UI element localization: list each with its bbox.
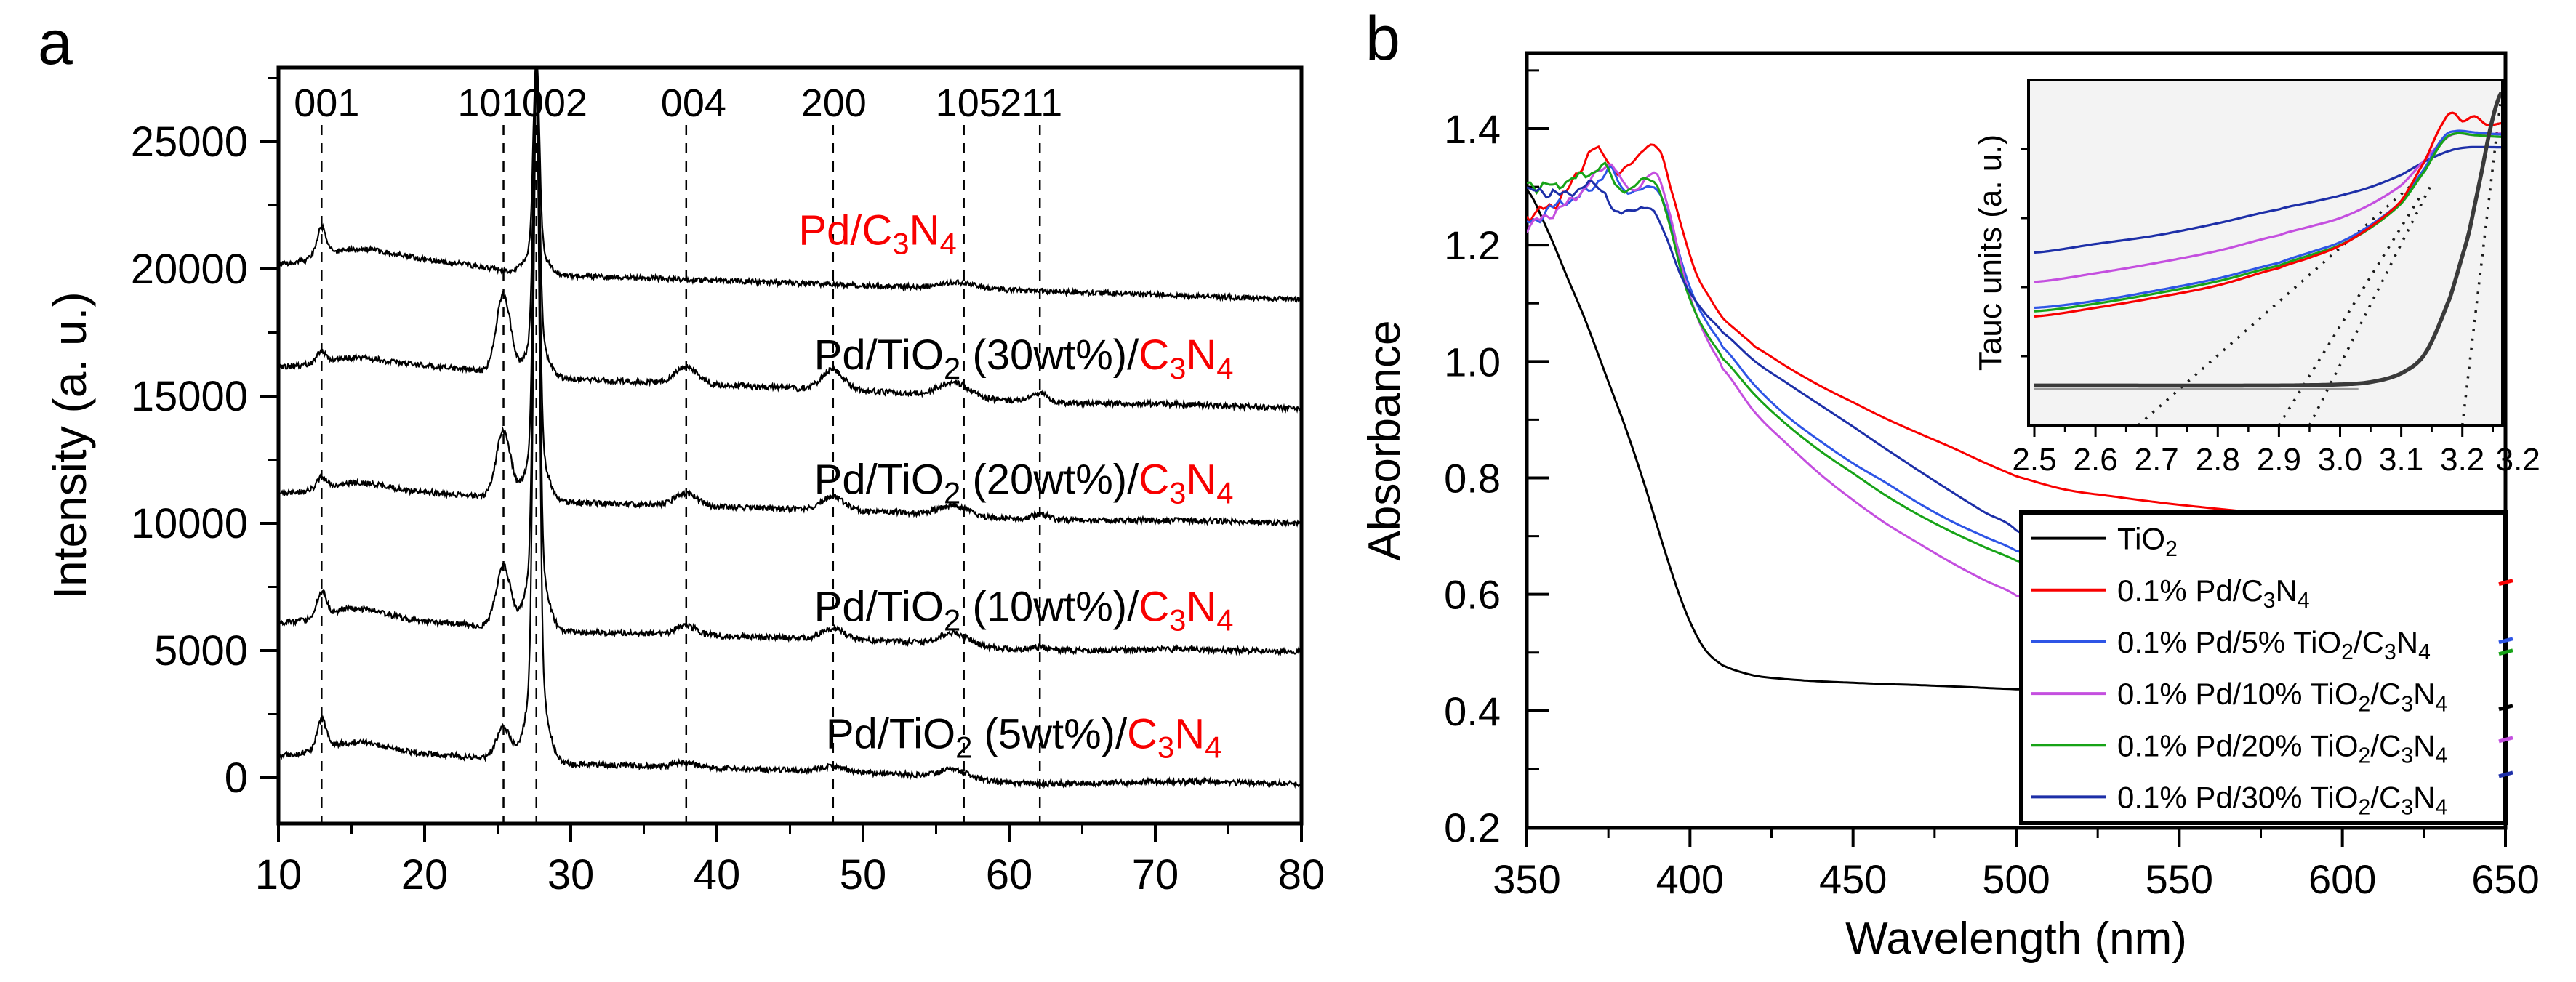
xrd-curve <box>278 68 1301 303</box>
inset-xtick-label: 2.5 <box>2012 442 2056 478</box>
miller-index-label: 200 <box>801 81 867 125</box>
inset-ylabel: Tauc units (a. u.) <box>1973 134 2008 371</box>
inset-ylabel-group: Tauc units (a. u.) <box>1973 134 2008 371</box>
panel-b-xtick-label: 450 <box>1819 856 1887 902</box>
inset-xtick-label: 2.8 <box>2196 442 2240 478</box>
inset-extra-xtick-label: 3.2 <box>2496 442 2540 478</box>
inset-curve <box>2034 91 2503 388</box>
uvvis-curve-end-marker <box>2498 637 2513 645</box>
panel-a-xtick-label: 50 <box>840 851 887 898</box>
panel-b-xtick-label: 600 <box>2308 856 2376 902</box>
xrd-series-label: Pd/C3N4 <box>798 207 956 261</box>
panel-a-xtick-label: 10 <box>255 851 302 898</box>
panel-a-letter: a <box>38 8 73 78</box>
inset-frame <box>2027 79 2504 427</box>
panel-b-ylabel-group: Absorbance <box>1360 321 1410 561</box>
xrd-chart: 10 20 30 40 50 60 70 80 0 5000 10000 15000 20000 2500… <box>44 65 1325 898</box>
panel-b-xtick-label: 650 <box>2471 856 2539 902</box>
miller-index-label: 001 <box>294 81 359 125</box>
inset-background <box>2029 80 2503 425</box>
inset-tangent-line <box>2460 104 2502 425</box>
uvvis-chart: 0.2 0.4 0.6 0.8 1.0 1.2 1.4 350 400 450 500 550 600 6… <box>1360 51 2540 964</box>
panel-a-ytick-label: 25000 <box>131 118 248 166</box>
xrd-curve <box>278 71 1301 656</box>
panel-b-xtick-label: 550 <box>2146 856 2213 902</box>
inset-xtick-label: 3.1 <box>2379 442 2423 478</box>
panel-b-xtick-label: 350 <box>1493 856 1560 902</box>
miller-index-label: 211 <box>1000 81 1062 125</box>
uvvis-curve-end-marker <box>2498 648 2513 656</box>
legend-entry-label: 0.1% Pd/5% TiO2/C3N4 <box>2117 625 2431 664</box>
tauc-inset-chart: 2.5 2.6 2.7 2.8 2.9 3.0 3.1 3.2 3.2 Tauc units (a… <box>1973 79 2540 478</box>
panel-a-ytick-label: 0 <box>225 754 248 802</box>
panel-b-xtick-label: 400 <box>1656 856 1724 902</box>
uvvis-curve-end-marker <box>2498 770 2513 778</box>
panel-b-letter: b <box>1365 4 1400 73</box>
legend-entry-label: 0.1% Pd/10% TiO2/C3N4 <box>2117 677 2447 716</box>
xrd-series-label: Pd/TiO2 (20wt%)/C3N4 <box>814 456 1234 510</box>
panel-b-ytick-label: 0.2 <box>1444 805 1501 850</box>
panel-a-ytick-label: 5000 <box>154 627 248 675</box>
xrd-curves <box>278 68 1301 789</box>
panel-b-xtick-label: 500 <box>1982 856 2050 902</box>
uvvis-curve-end-marker <box>2498 704 2513 712</box>
panel-a-xtick-label: 30 <box>547 851 595 898</box>
panel-b-ytick-label: 0.8 <box>1444 455 1501 501</box>
xrd-curve <box>278 78 1301 789</box>
panel-a-xtick-label: 20 <box>401 851 449 898</box>
inset-xtick-label: 2.6 <box>2074 442 2118 478</box>
legend-entry-label: 0.1% Pd/20% TiO2/C3N4 <box>2117 728 2447 768</box>
xrd-series-label: Pd/TiO2 (30wt%)/C3N4 <box>814 331 1234 385</box>
inset-tangent-line <box>2277 196 2421 425</box>
panel-b-ytick-label: 0.6 <box>1444 572 1501 618</box>
uvvis-curve-end-marker <box>2498 579 2513 587</box>
miller-index-label: 105 <box>936 81 1001 125</box>
panel-a-ytick-label: 20000 <box>131 246 248 293</box>
panel-b-ytick-label: 0.4 <box>1444 688 1501 734</box>
inset-content <box>2034 91 2503 425</box>
panel-a-ytick-label: 10000 <box>131 500 248 547</box>
panel-a-xtick-label: 80 <box>1278 851 1325 898</box>
panel-a-xtick-label: 70 <box>1132 851 1179 898</box>
panel-b-xlabel: Wavelength (nm) <box>1845 914 2187 964</box>
xrd-curve <box>278 68 1301 414</box>
panel-a-ylabel: Intensity (a. u.) <box>44 291 96 599</box>
panel-b-ytick-label: 1.2 <box>1444 222 1501 268</box>
inset-curve <box>2034 129 2502 310</box>
miller-index-label: 004 <box>661 81 726 125</box>
inset-xtick-label: 3.2 <box>2440 442 2484 478</box>
legend-entry-label: 0.1% Pd/C3N4 <box>2117 573 2310 613</box>
panel-b-ytick-label: 1.4 <box>1444 106 1501 152</box>
miller-index-label: 101 <box>457 81 523 125</box>
xrd-curve <box>278 68 1301 528</box>
panel-a-ylabel-group: Intensity (a. u.) <box>44 291 96 599</box>
inset-xtick-label: 2.7 <box>2135 442 2179 478</box>
uvvis-curve-end-marker <box>2498 736 2513 744</box>
legend-entry-label: TiO2 <box>2117 522 2178 561</box>
panel-b-ytick-label: 1.0 <box>1444 339 1501 385</box>
panel-a-ytick-label: 15000 <box>131 373 248 420</box>
legend-entry-label: 0.1% Pd/30% TiO2/C3N4 <box>2117 780 2447 819</box>
xrd-series-label: Pd/TiO2 (5wt%)/C3N4 <box>826 711 1222 765</box>
inset-curve <box>2034 111 2502 318</box>
panel-b-ylabel: Absorbance <box>1360 321 1410 561</box>
inset-xtick-label: 2.9 <box>2257 442 2301 478</box>
inset-xtick-label: 3.0 <box>2318 442 2362 478</box>
xrd-series-label: Pd/TiO2 (10wt%)/C3N4 <box>814 584 1234 637</box>
legend-box <box>2019 510 2508 825</box>
inset-curve <box>2034 132 2502 313</box>
panel-a-xtick-label: 40 <box>694 851 741 898</box>
legend: TiO2 0.1% Pd/C3N4 0.1% Pd/5% TiO2/C3N4 0.1%… <box>2019 510 2508 825</box>
miller-index-label: 002 <box>522 81 587 125</box>
panel-a-xtick-label: 60 <box>986 851 1033 898</box>
